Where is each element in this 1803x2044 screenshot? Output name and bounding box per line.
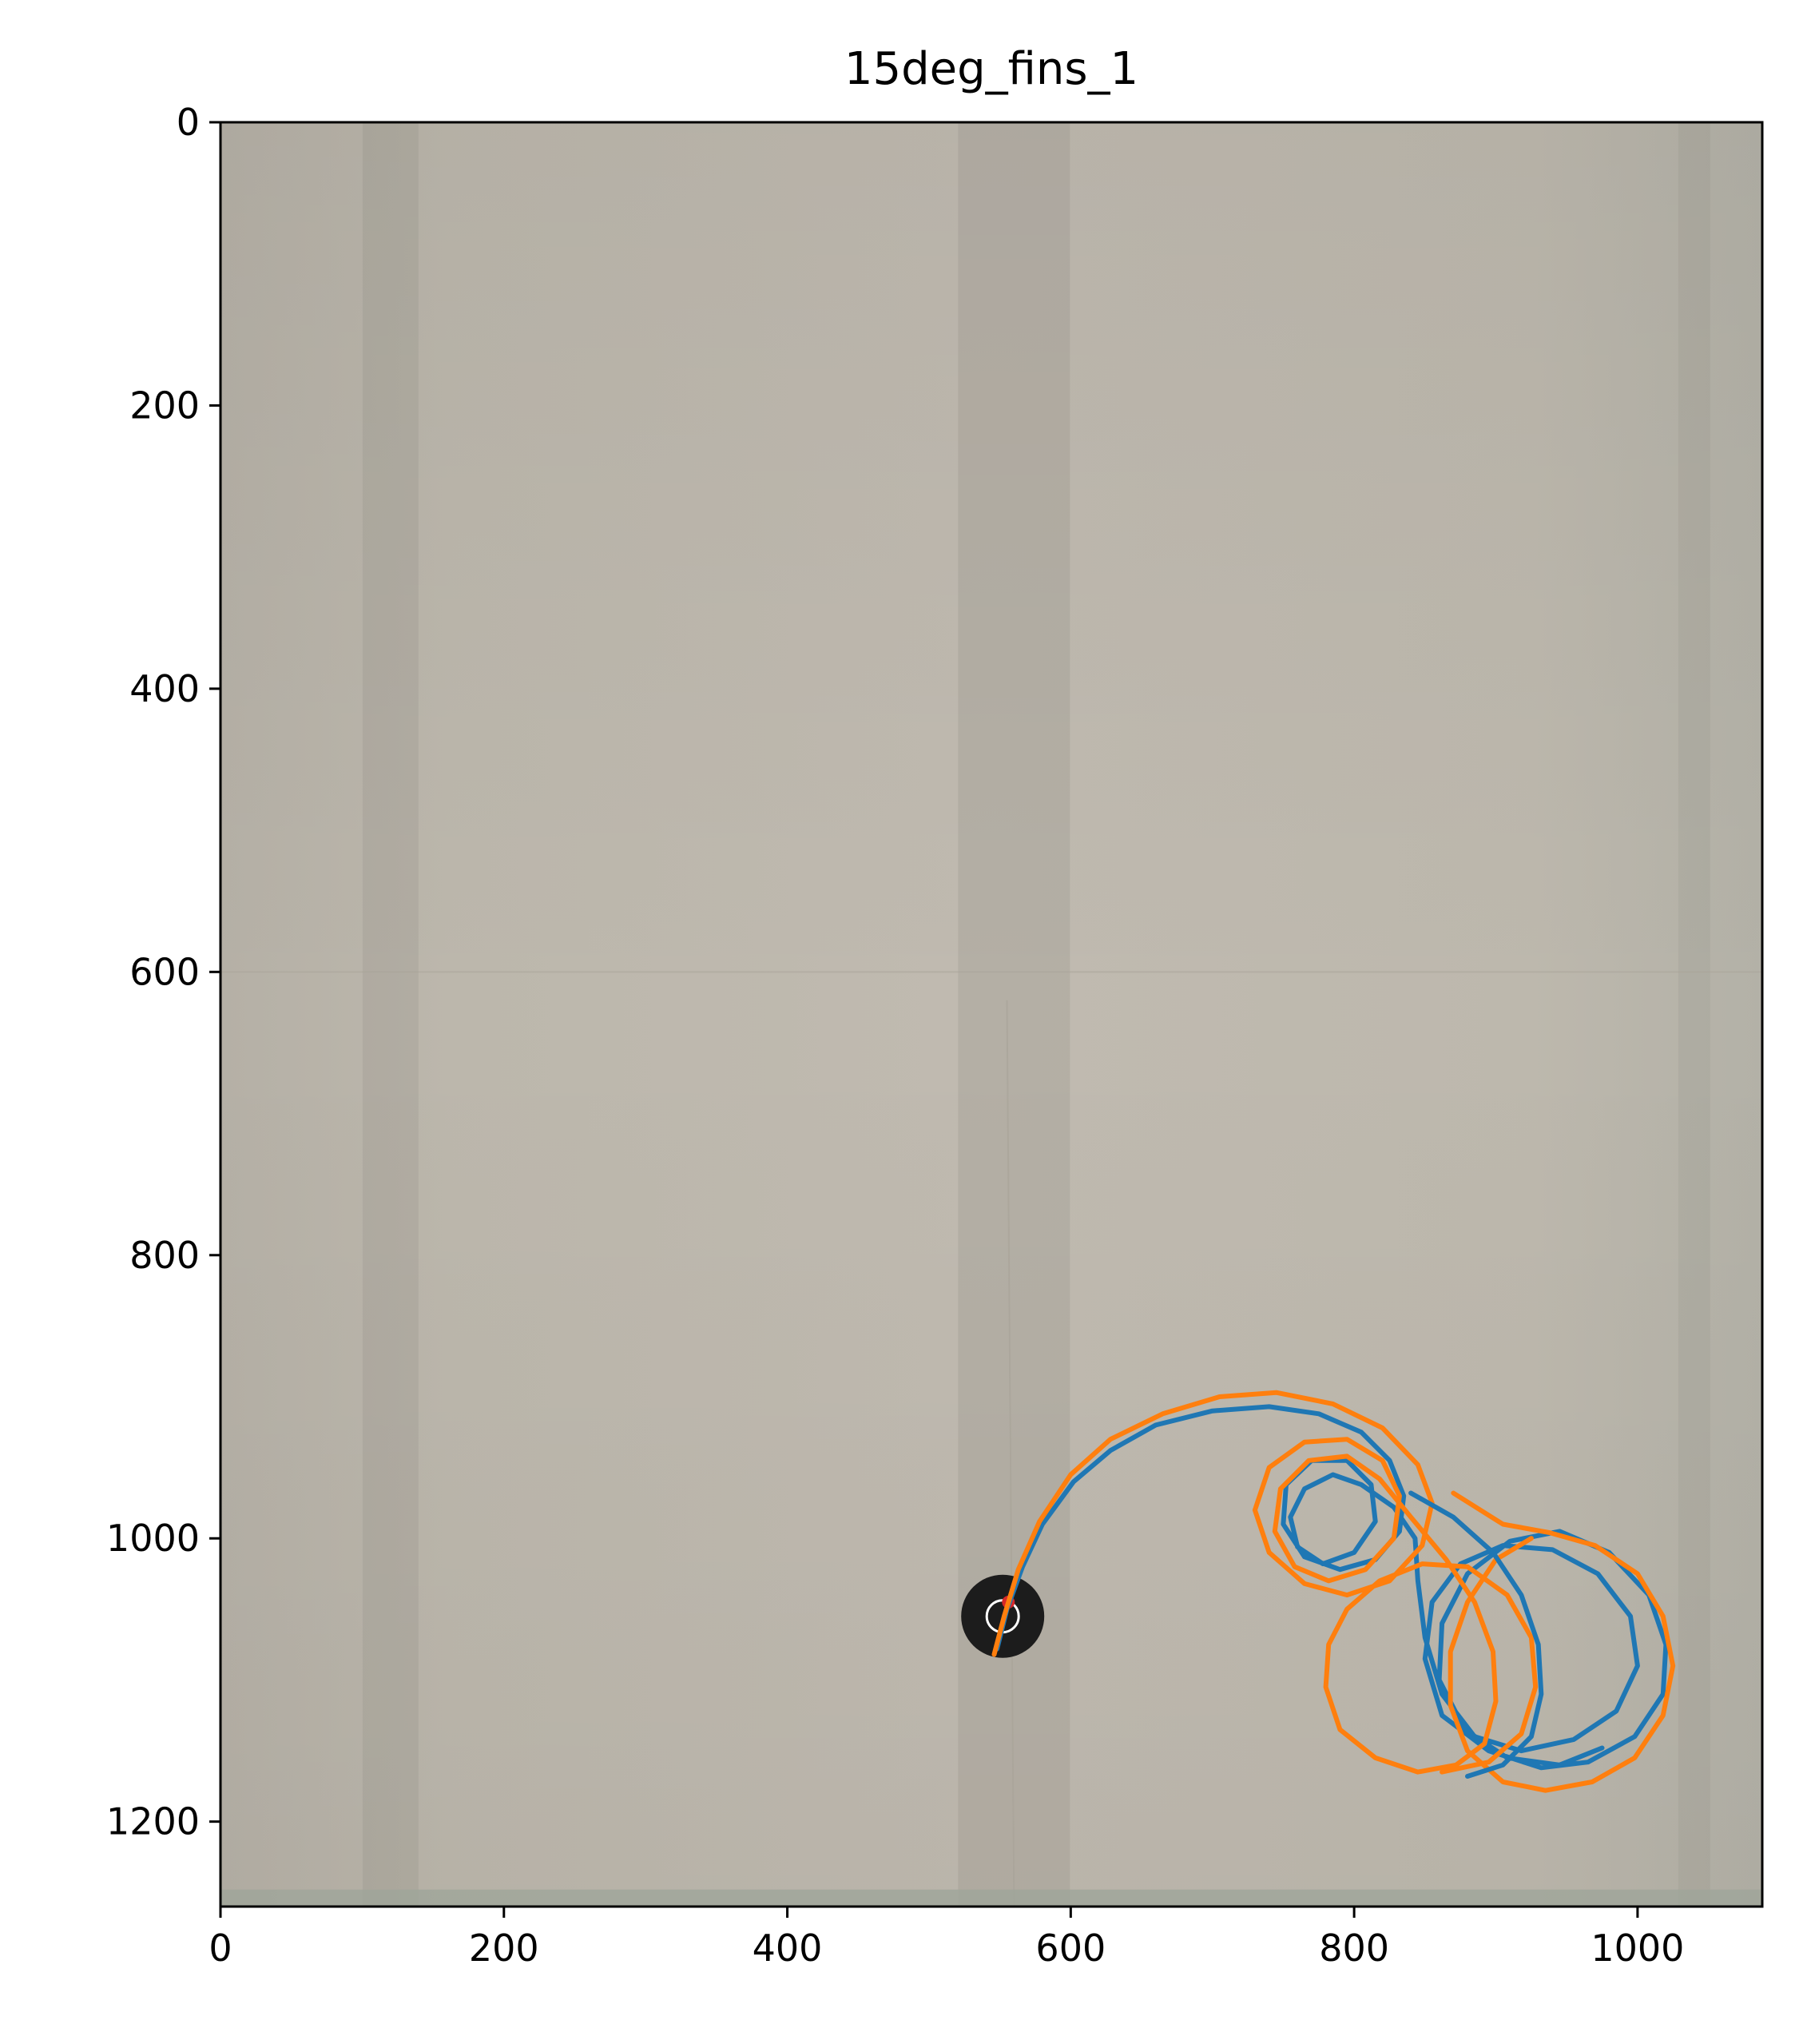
trajectory-series	[991, 1390, 1676, 1793]
series-line-2	[991, 1390, 1539, 1775]
y-tick-label: 1200	[106, 1800, 200, 1843]
x-tick-label: 800	[1319, 1927, 1389, 1970]
x-tick-label: 200	[469, 1927, 539, 1970]
x-tick-label: 1000	[1591, 1927, 1684, 1970]
x-tick-label: 400	[753, 1927, 823, 1970]
series-line-3	[1448, 1490, 1676, 1793]
background-band	[1678, 122, 1710, 1907]
y-tick-label: 200	[129, 384, 200, 427]
chart-title: 15deg_fins_1	[844, 43, 1138, 95]
y-tick-label: 400	[129, 667, 200, 710]
y-axis: 0 200 400 600 800 1000 1200	[106, 101, 220, 1843]
background-band	[362, 122, 419, 1907]
y-tick-label: 0	[177, 101, 200, 144]
background-glass-edge	[220, 1889, 1762, 1907]
series-line-4	[1408, 1490, 1544, 1779]
series-line-1	[995, 1404, 1669, 1771]
tank-photo-background	[220, 122, 1762, 1907]
y-tick-label: 800	[129, 1234, 200, 1277]
y-tick-label: 1000	[106, 1517, 200, 1560]
x-tick-label: 0	[208, 1927, 232, 1970]
x-tick-label: 600	[1035, 1927, 1106, 1970]
x-axis: 0 200 400 600 800 1000	[208, 1907, 1684, 1970]
plot-frame	[219, 121, 1764, 1908]
background-seam	[1006, 1000, 1015, 1907]
y-tick-label: 600	[129, 950, 200, 993]
